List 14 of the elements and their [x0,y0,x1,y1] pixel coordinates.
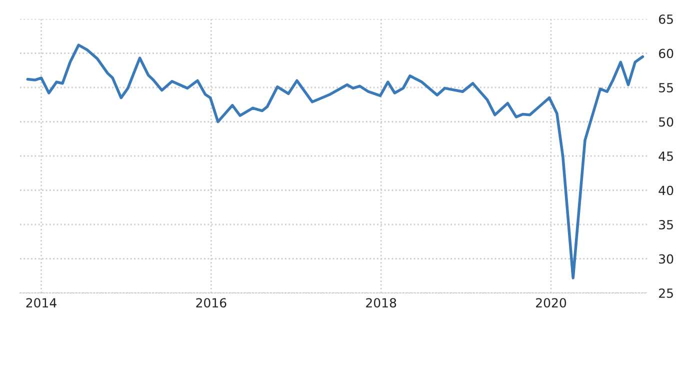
x-tick-label: 2014 [26,298,56,308]
y-tick-label: 55 [659,83,673,92]
y-tick-label: 25 [659,288,673,298]
x-tick-label: 2018 [366,298,396,308]
y-tick-label: 60 [658,48,674,58]
y-tick-label: 40 [658,186,674,196]
y-tick-label: 65 [658,14,673,24]
x-tick-label: 2016 [196,298,226,308]
y-tick-label: 45 [658,152,673,161]
y-tick-label: 50 [659,117,674,127]
line-series [26,44,644,280]
y-tick-label: 35 [659,220,673,230]
x-tick-label: 2020 [536,298,566,308]
y-tick-label: 30 [659,254,674,264]
